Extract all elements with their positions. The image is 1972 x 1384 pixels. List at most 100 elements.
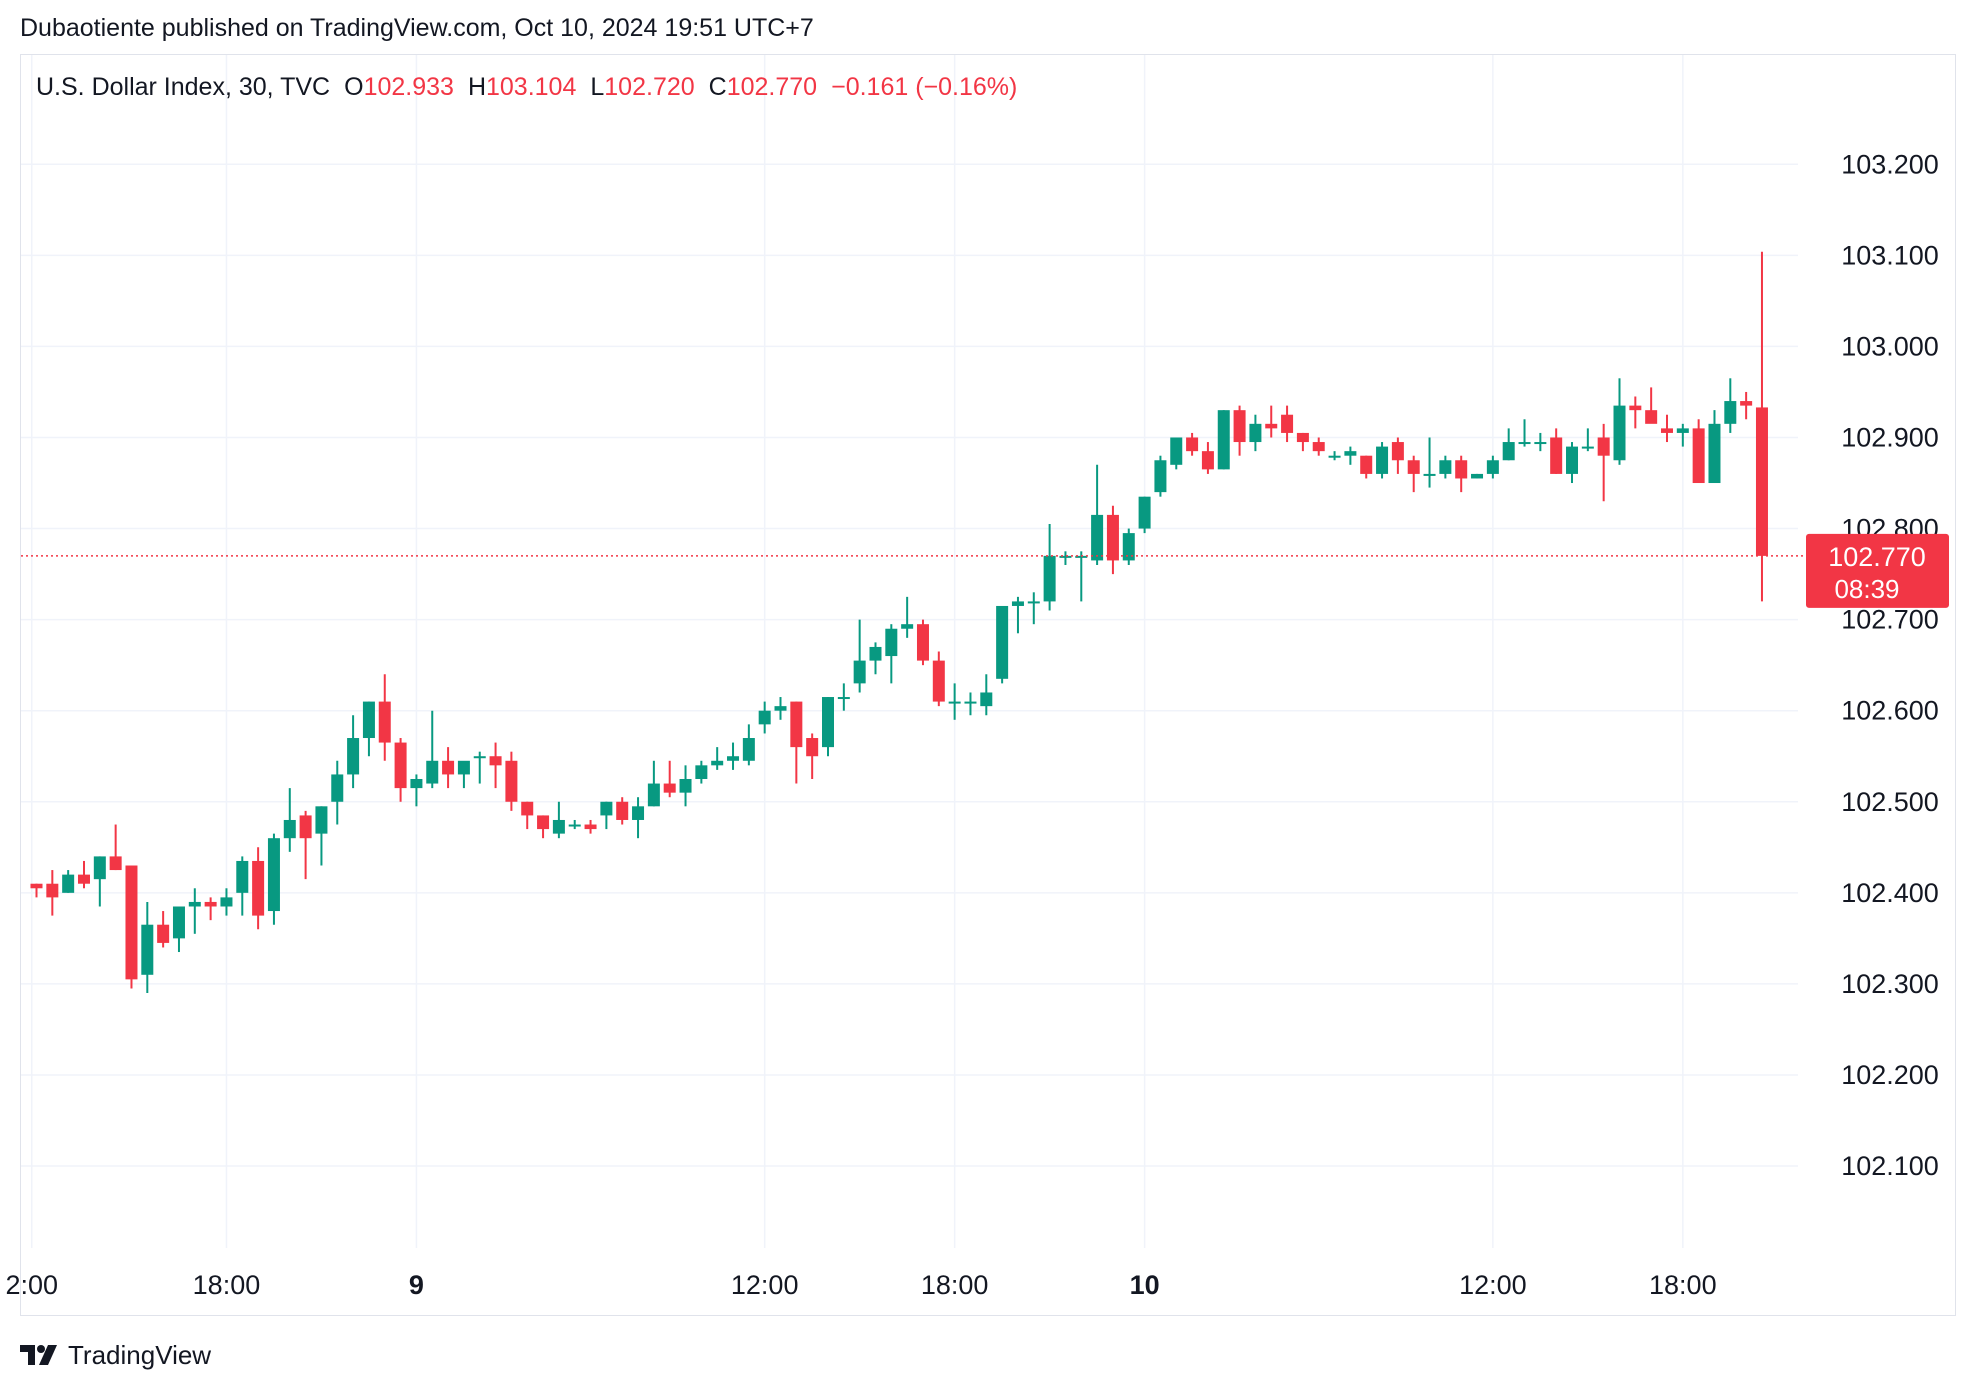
candle-body: [125, 865, 138, 980]
candle-body: [1534, 442, 1547, 445]
candle-body: [1629, 405, 1642, 411]
chart-frame: [20, 54, 1956, 1316]
candle-body: [1755, 407, 1768, 556]
candle-body: [30, 883, 43, 889]
price-axis[interactable]: 103.200103.100103.000102.900102.800102.7…: [1841, 149, 1939, 1181]
publisher-caption: Dubaotiente published on TradingView.com…: [20, 14, 814, 42]
candle-body: [46, 883, 59, 898]
candle-body: [1027, 601, 1040, 604]
candle-body: [1676, 428, 1689, 433]
candle-body: [442, 760, 455, 775]
tradingview-logo-icon: [20, 1345, 57, 1365]
time-tick-label: 10: [1130, 1270, 1160, 1300]
candle-body: [1265, 423, 1278, 429]
candle-body: [93, 856, 106, 880]
legend-symbol: U.S. Dollar Index, 30, TVC: [36, 73, 331, 101]
candle-body: [1423, 473, 1436, 476]
candle-body: [188, 901, 201, 907]
candle-body: [806, 738, 819, 757]
brand-name: TradingView: [68, 1339, 212, 1370]
candle-body: [1439, 460, 1452, 474]
time-tick-label: 18:00: [921, 1270, 989, 1300]
candle-body: [1724, 401, 1737, 424]
candle-body: [1486, 460, 1499, 474]
candle-body: [109, 856, 122, 871]
candle-body: [1518, 442, 1531, 445]
candle-body: [996, 605, 1009, 679]
candle-body: [1249, 423, 1262, 443]
candle-body: [1692, 428, 1705, 484]
candle-body: [1011, 601, 1024, 606]
candle-body: [1502, 442, 1515, 461]
candle-body: [932, 660, 945, 702]
candle-body: [378, 701, 391, 743]
candle-body: [1170, 437, 1183, 465]
candle-body: [1471, 473, 1484, 479]
candle-body: [1391, 442, 1404, 461]
candle-body: [62, 874, 75, 893]
candle-body: [679, 778, 692, 793]
price-tick-label: 103.100: [1841, 240, 1939, 270]
candle-body: [885, 628, 898, 657]
candle-body: [1597, 437, 1610, 456]
candle-body: [1660, 428, 1673, 433]
candle-body: [315, 806, 328, 834]
candle-body: [980, 692, 993, 707]
candle-body: [695, 765, 708, 779]
time-tick-label: 12:00: [1459, 1270, 1527, 1300]
candle-body: [537, 815, 550, 830]
candle-body: [1043, 555, 1056, 602]
candle-body: [663, 783, 676, 793]
candle-body: [1281, 414, 1294, 433]
candle-body: [1106, 514, 1119, 561]
candle-body: [853, 660, 866, 684]
candle-body: [489, 756, 502, 766]
candle-body: [172, 906, 185, 939]
candle-body: [521, 801, 534, 816]
candle-body: [1075, 555, 1088, 558]
price-tick-label: 102.100: [1841, 1151, 1939, 1181]
candle-body: [505, 760, 518, 802]
price-tick-label: 103.200: [1841, 149, 1939, 179]
candle-body: [1613, 405, 1626, 461]
candle-body: [473, 756, 486, 759]
candle-body: [1059, 555, 1072, 558]
legend-low-label: L: [590, 73, 605, 101]
candle-body: [267, 838, 280, 912]
candle-body: [711, 760, 724, 766]
tradingview-brand[interactable]: TradingView: [20, 1335, 211, 1375]
candle-body: [347, 738, 360, 775]
symbol-legend: U.S. Dollar Index, 30, TVC O102.933 H103.1…: [36, 73, 1017, 102]
candle-body: [948, 701, 961, 704]
candle-body: [1376, 446, 1389, 474]
time-tick-label: 2:00: [5, 1270, 58, 1300]
price-tick-label: 102.900: [1841, 422, 1939, 452]
candle-body: [790, 701, 803, 748]
candle-body: [1550, 437, 1563, 474]
time-tick-label: 9: [409, 1270, 424, 1300]
candle-body: [157, 924, 170, 943]
candle-body: [410, 778, 423, 789]
price-tick-label: 103.000: [1841, 331, 1939, 361]
candle-body: [204, 901, 217, 907]
candle-body: [1217, 410, 1230, 470]
candle-body: [1154, 460, 1167, 493]
legend-change: −0.161 (−0.16%): [831, 73, 1018, 101]
price-tick-label: 102.700: [1841, 605, 1939, 635]
legend-open-label: O: [344, 73, 364, 101]
candle-body: [584, 824, 597, 830]
legend-low-value: 102.720: [604, 73, 695, 101]
candle-body: [1328, 455, 1341, 458]
candle-body: [426, 760, 439, 784]
candle-body: [1091, 514, 1104, 561]
price-tick-label: 102.200: [1841, 1060, 1939, 1090]
time-axis[interactable]: 2:00 18:00 9 12:00 18:00 10 12:00 18:00: [5, 1270, 1716, 1300]
time-tick-label: 18:00: [193, 1270, 261, 1300]
candle-body: [600, 801, 613, 816]
chart-grid: [21, 55, 1798, 1248]
candle-body: [299, 815, 312, 839]
candle-body: [394, 742, 407, 789]
price-tag-countdown: 08:39: [1834, 574, 1899, 604]
candle-body: [220, 897, 233, 907]
